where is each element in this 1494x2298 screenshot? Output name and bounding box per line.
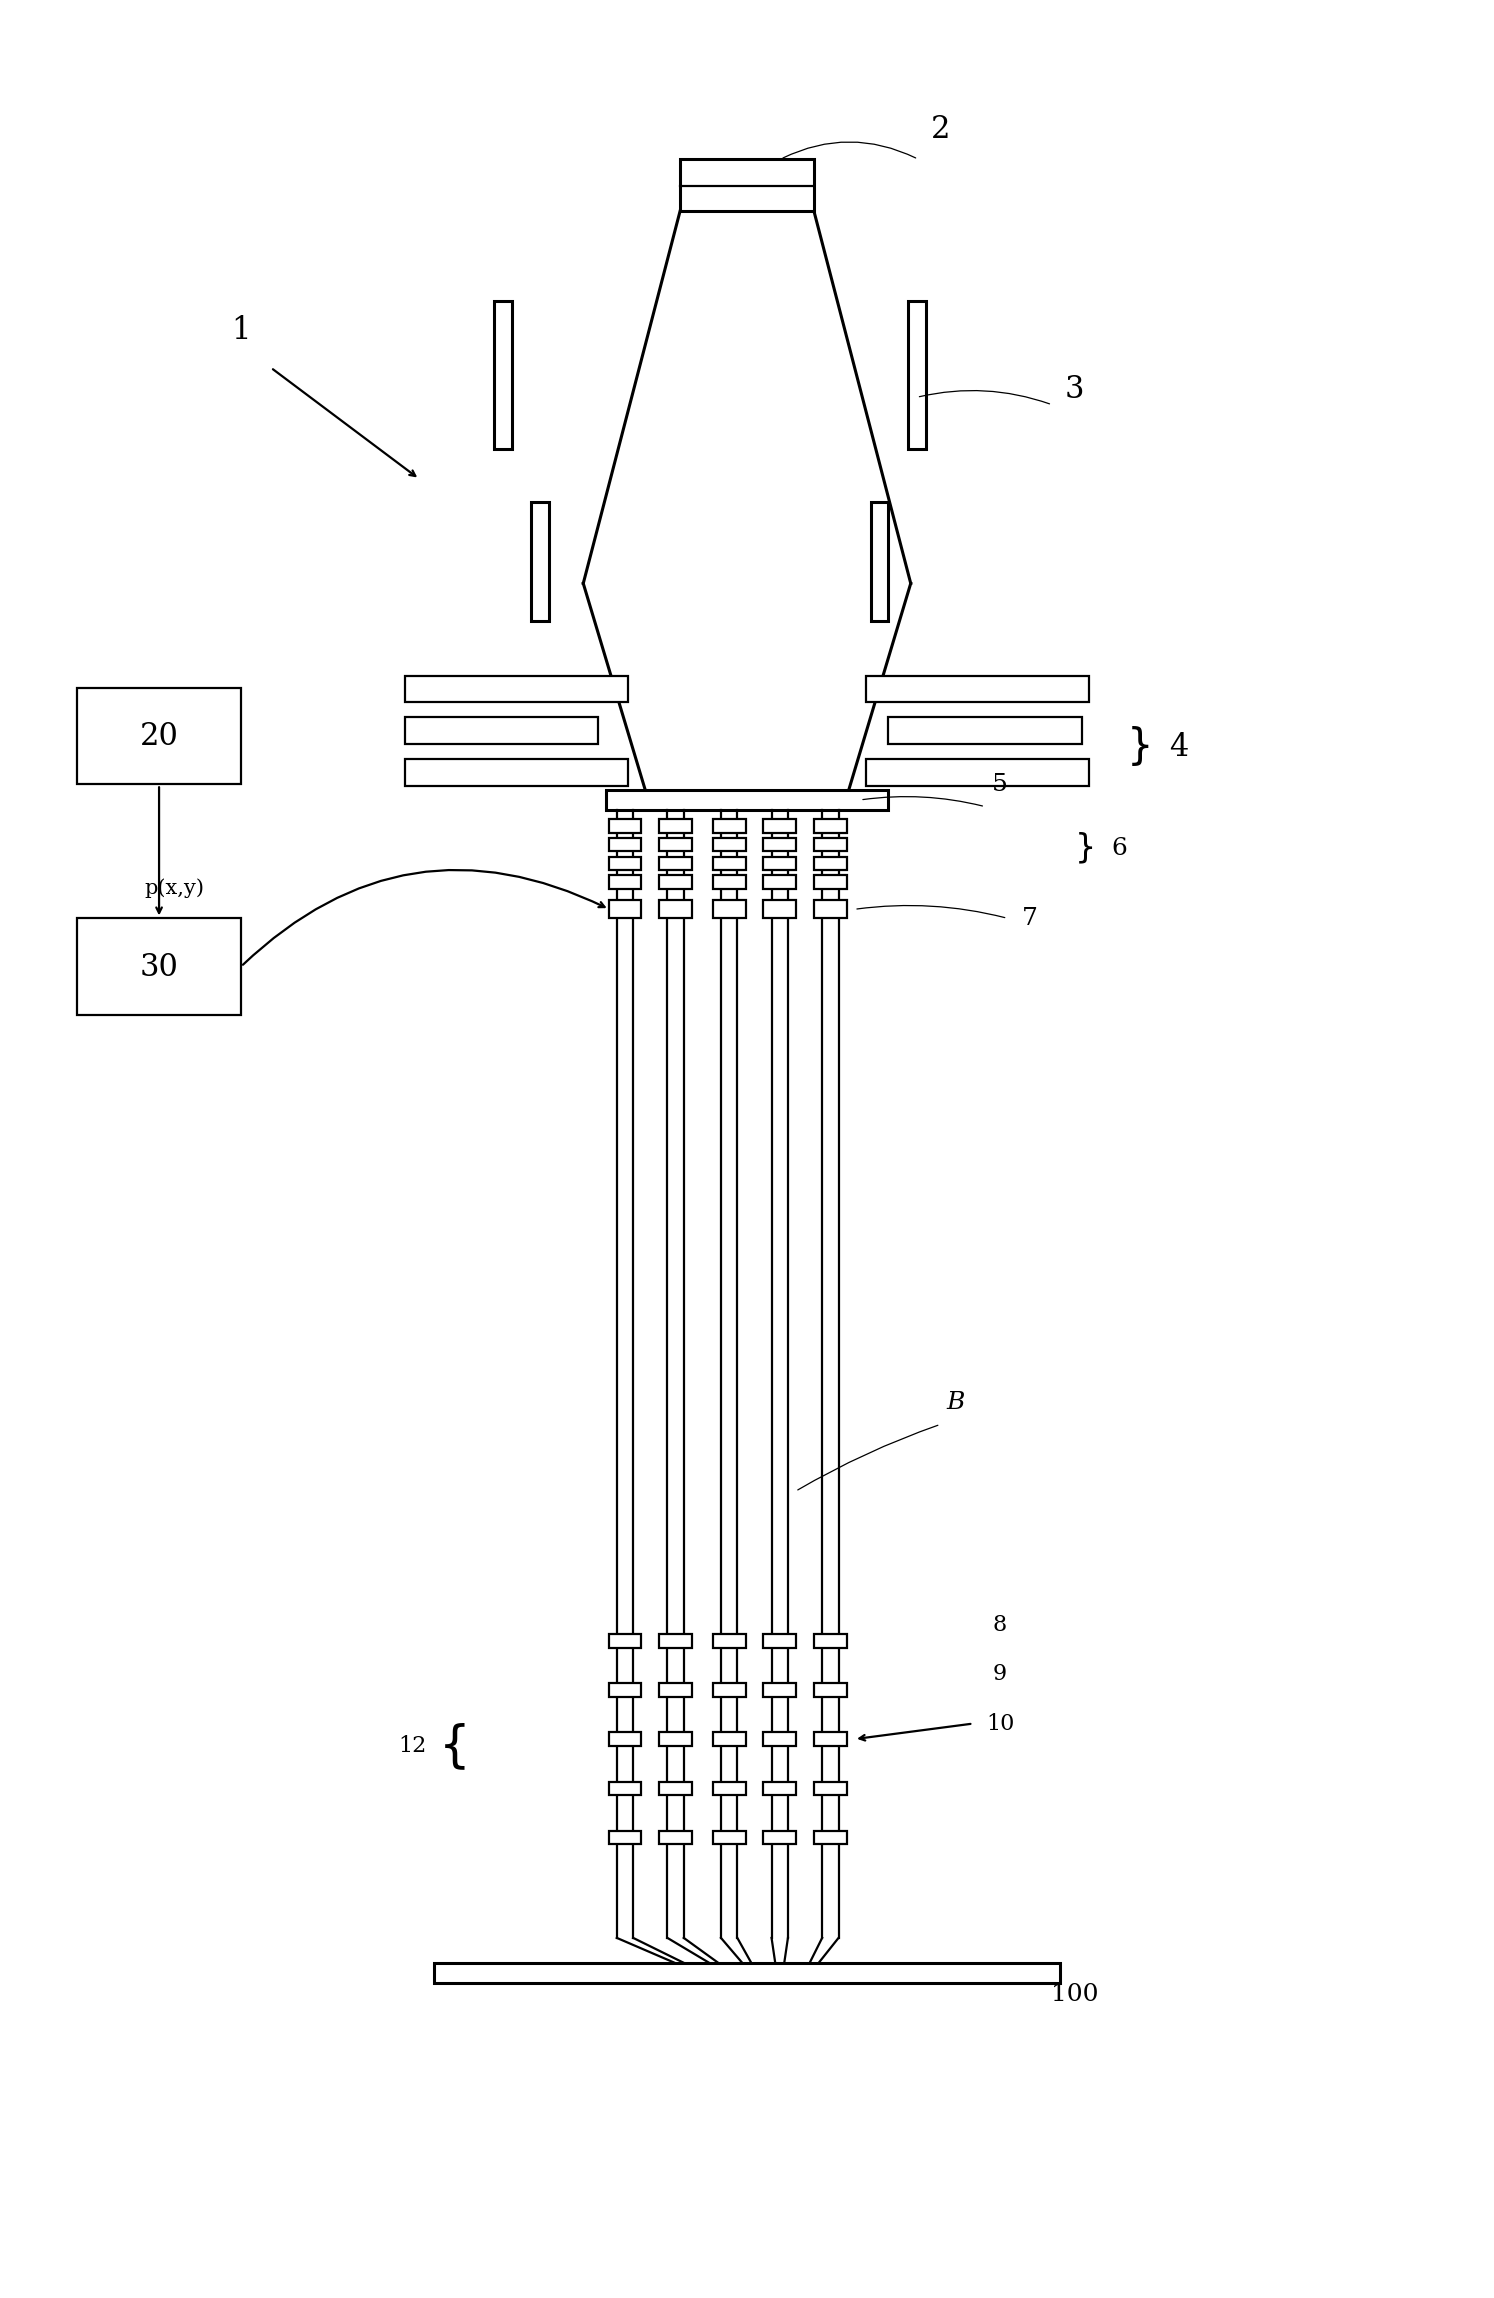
- Bar: [763, 857, 796, 871]
- Bar: [763, 1781, 796, 1795]
- Bar: [713, 1781, 746, 1795]
- Bar: [814, 820, 847, 832]
- Bar: [763, 1733, 796, 1746]
- Bar: [659, 901, 692, 919]
- Text: }: }: [1074, 832, 1095, 864]
- Bar: [608, 1832, 641, 1843]
- Bar: [713, 1733, 746, 1746]
- Bar: [713, 820, 746, 832]
- Bar: [713, 1634, 746, 1648]
- Bar: [608, 876, 641, 889]
- Bar: [867, 758, 1089, 786]
- Bar: [78, 919, 241, 1016]
- Text: 2: 2: [931, 115, 950, 145]
- Bar: [659, 839, 692, 850]
- Bar: [659, 1832, 692, 1843]
- Bar: [867, 676, 1089, 703]
- Bar: [713, 857, 746, 871]
- Text: 10: 10: [986, 1712, 1014, 1735]
- Bar: [763, 901, 796, 919]
- Text: 6: 6: [1112, 836, 1126, 859]
- Bar: [608, 1634, 641, 1648]
- Text: 30: 30: [139, 951, 178, 984]
- Text: 100: 100: [1050, 1983, 1098, 2006]
- Bar: [659, 820, 692, 832]
- Bar: [713, 876, 746, 889]
- Bar: [763, 839, 796, 850]
- Bar: [763, 876, 796, 889]
- Bar: [78, 687, 241, 784]
- Text: 4: 4: [1168, 731, 1188, 763]
- Bar: [659, 876, 692, 889]
- Bar: [495, 301, 512, 450]
- Text: 3: 3: [1065, 375, 1085, 404]
- Text: 8: 8: [994, 1613, 1007, 1636]
- Bar: [763, 820, 796, 832]
- Bar: [763, 1684, 796, 1696]
- Bar: [659, 1781, 692, 1795]
- Bar: [435, 1962, 1059, 1983]
- Bar: [814, 857, 847, 871]
- Text: 9: 9: [994, 1664, 1007, 1684]
- Bar: [814, 876, 847, 889]
- Bar: [871, 501, 889, 620]
- Bar: [814, 1832, 847, 1843]
- Bar: [608, 1733, 641, 1746]
- Text: {: {: [439, 1721, 471, 1769]
- Bar: [713, 901, 746, 919]
- Text: 20: 20: [139, 722, 178, 751]
- Bar: [713, 1832, 746, 1843]
- Text: 7: 7: [1022, 908, 1038, 931]
- Bar: [659, 1684, 692, 1696]
- Text: 1: 1: [232, 315, 251, 347]
- Bar: [680, 159, 814, 211]
- Bar: [814, 839, 847, 850]
- Text: B: B: [946, 1390, 965, 1413]
- Text: p(x,y): p(x,y): [143, 878, 205, 899]
- Bar: [608, 1684, 641, 1696]
- Bar: [763, 1634, 796, 1648]
- Bar: [659, 1634, 692, 1648]
- Bar: [608, 901, 641, 919]
- Bar: [889, 717, 1082, 745]
- Bar: [814, 901, 847, 919]
- Bar: [608, 820, 641, 832]
- Bar: [608, 857, 641, 871]
- Text: 12: 12: [399, 1735, 427, 1758]
- Bar: [605, 791, 889, 809]
- Bar: [814, 1634, 847, 1648]
- Bar: [659, 857, 692, 871]
- Bar: [608, 1781, 641, 1795]
- Bar: [814, 1781, 847, 1795]
- Bar: [532, 501, 548, 620]
- Text: 5: 5: [992, 772, 1008, 795]
- Bar: [713, 839, 746, 850]
- Text: }: }: [1126, 726, 1153, 768]
- Bar: [405, 758, 627, 786]
- Bar: [405, 676, 627, 703]
- Bar: [908, 301, 926, 450]
- Bar: [814, 1684, 847, 1696]
- Bar: [405, 717, 598, 745]
- Bar: [608, 839, 641, 850]
- Bar: [814, 1733, 847, 1746]
- Bar: [763, 1832, 796, 1843]
- Bar: [659, 1733, 692, 1746]
- Bar: [713, 1684, 746, 1696]
